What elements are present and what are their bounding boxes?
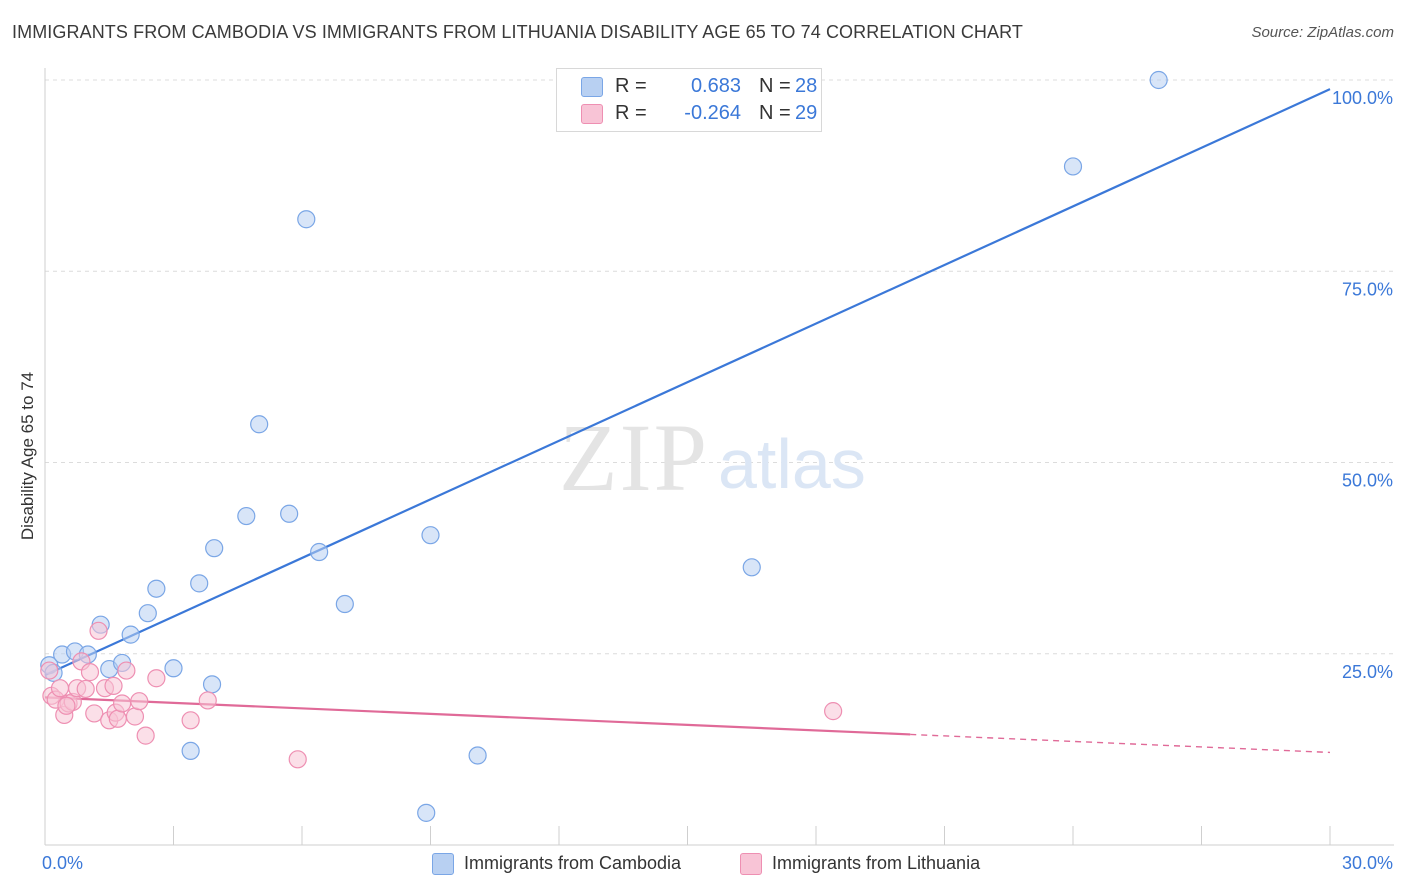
data-point-cambodia — [1063, 157, 1083, 176]
data-point-cambodia — [1149, 70, 1168, 90]
trend-line-1 — [44, 696, 911, 736]
trend-layer — [44, 88, 1331, 754]
chart-source: Source: ZipAtlas.com — [1251, 24, 1394, 41]
data-point-cambodia — [138, 604, 157, 623]
data-point-cambodia — [237, 506, 256, 526]
y-tick-label: 25.0% — [1342, 662, 1393, 682]
data-point-lithuania — [130, 692, 149, 711]
bottom-legend-swatch-cambodia — [432, 853, 454, 875]
y-tick-label: 100.0% — [1332, 88, 1393, 108]
data-point-lithuania — [125, 707, 145, 726]
bottom-legend-swatch-lithuania — [740, 853, 762, 875]
y-tick-label: 50.0% — [1342, 471, 1393, 491]
data-point-cambodia — [147, 579, 166, 598]
data-point-lithuania — [50, 679, 70, 698]
bottom-legend-label-lithuania: Immigrants from Lithuania — [772, 853, 981, 873]
tick-label-layer: 25.0% 50.0% 75.0% 100.0% 0.0% 30.0% — [42, 88, 1393, 873]
data-point-cambodia — [421, 526, 440, 545]
y-tick-label: 75.0% — [1342, 279, 1393, 299]
data-point-lithuania — [824, 702, 843, 721]
data-point-lithuania — [108, 709, 127, 728]
x-tick-label: 0.0% — [42, 853, 83, 873]
chart-title: IMMIGRANTS FROM CAMBODIA VS IMMIGRANTS F… — [12, 22, 1024, 42]
data-point-lithuania — [147, 669, 166, 688]
data-point-lithuania — [198, 691, 217, 710]
data-point-cambodia — [742, 558, 761, 577]
data-point-lithuania — [76, 679, 95, 699]
axis-layer — [44, 68, 1394, 846]
data-point-cambodia — [310, 542, 329, 562]
data-point-cambodia — [417, 803, 436, 822]
x-tick-label: 30.0% — [1342, 853, 1393, 873]
legend-swatch-cambodia — [581, 77, 603, 97]
legend-n-value: 29 — [795, 102, 818, 124]
bottom-legend-label-cambodia: Immigrants from Cambodia — [464, 853, 682, 873]
watermark-zip: ZIP — [559, 404, 709, 511]
data-point-lithuania — [136, 726, 155, 745]
data-point-cambodia — [468, 746, 487, 765]
data-point-cambodia — [280, 504, 299, 523]
data-point-lithuania — [85, 704, 104, 723]
data-point-cambodia — [205, 539, 224, 558]
data-point-lithuania — [80, 663, 100, 682]
legend-r-value: 0.683 — [690, 75, 741, 97]
data-point-lithuania — [40, 661, 59, 680]
watermark-atlas: atlas — [718, 425, 866, 503]
data-point-cambodia — [121, 625, 140, 644]
data-point-lithuania — [89, 621, 108, 640]
legend-r-label: R = — [615, 75, 647, 97]
data-point-cambodia — [190, 574, 209, 593]
legend-swatch-lithuania — [581, 104, 603, 124]
data-point-cambodia — [164, 659, 183, 678]
trend-line-0 — [44, 88, 1331, 677]
watermark-layer: ZIP atlas — [559, 404, 866, 511]
legend-n-value: 28 — [795, 75, 818, 97]
trend-line-extension-1 — [910, 733, 1331, 754]
legend-r-value: -0.264 — [684, 102, 741, 124]
data-point-lithuania — [181, 711, 200, 730]
data-point-cambodia — [202, 675, 222, 694]
data-point-cambodia — [297, 210, 316, 229]
data-point-lithuania — [288, 750, 307, 769]
legend-n-label: N = — [759, 75, 791, 97]
data-point-cambodia — [181, 741, 200, 761]
data-point-lithuania — [104, 676, 123, 695]
data-point-cambodia — [250, 415, 269, 434]
correlation-legend: R = 0.683 N = 28 R = -0.264 N = 29 — [556, 68, 822, 132]
data-point-lithuania — [57, 696, 76, 715]
data-point-cambodia — [335, 594, 354, 614]
legend-r-label: R = — [615, 102, 647, 124]
points-layer — [40, 70, 1168, 822]
data-point-lithuania — [117, 661, 136, 680]
data-point-lithuania — [112, 694, 132, 713]
legend-n-label: N = — [759, 102, 791, 124]
